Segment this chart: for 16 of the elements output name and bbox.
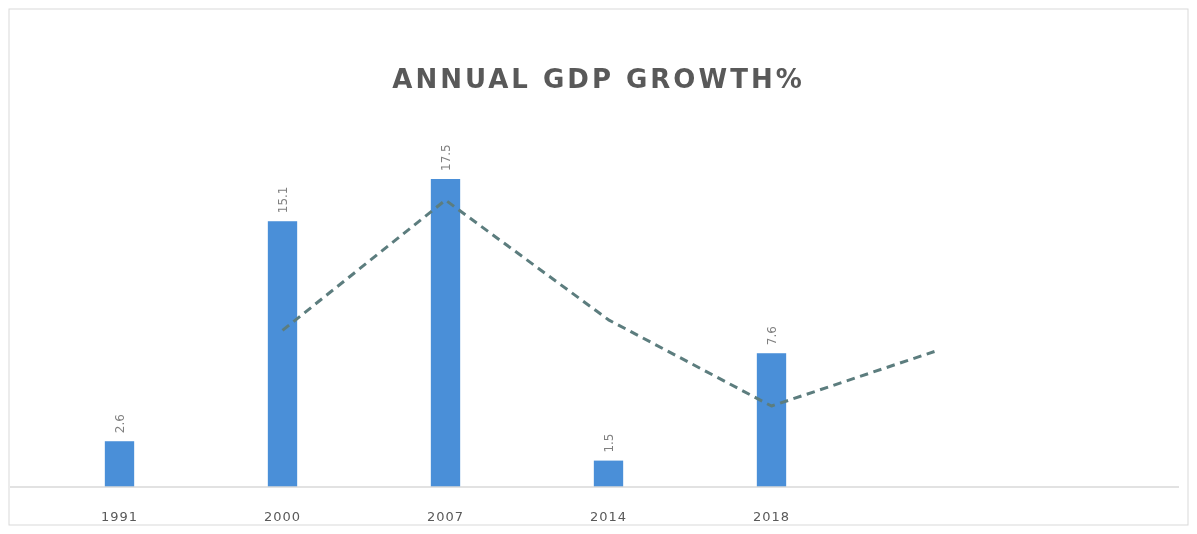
bar xyxy=(267,221,298,487)
data-label: 1.5 xyxy=(601,433,616,453)
bar xyxy=(104,441,135,487)
bar xyxy=(430,179,461,487)
data-label: 15.1 xyxy=(275,186,290,214)
data-label: 7.6 xyxy=(764,326,779,346)
bar xyxy=(756,353,787,487)
x-tick-label: 2014 xyxy=(589,509,628,524)
data-label: 17.5 xyxy=(438,144,453,171)
x-tick-label: 2007 xyxy=(426,509,465,524)
x-tick-label: 1991 xyxy=(100,509,139,524)
x-tick-label: 2018 xyxy=(752,509,791,524)
chart-title: ANNUAL GDP GROWTH% xyxy=(392,64,805,94)
bar xyxy=(593,460,624,487)
data-label: 2.6 xyxy=(112,414,127,434)
x-tick-label: 2000 xyxy=(263,509,302,524)
